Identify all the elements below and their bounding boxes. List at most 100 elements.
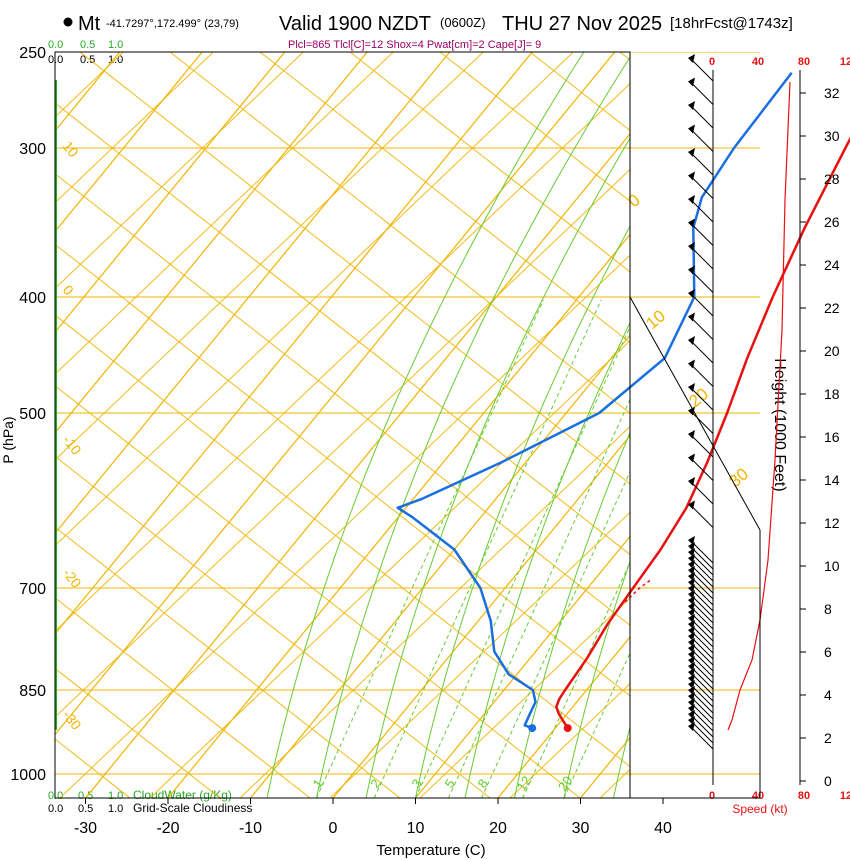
wind-barb-flag-34 — [688, 620, 695, 629]
x-tick-label-10: 10 — [407, 820, 425, 837]
wind-barb-7 — [688, 218, 714, 246]
forecast-info: [18hrFcst@1743z] — [670, 15, 793, 32]
wind-barb-staff-5 — [689, 175, 714, 199]
wind-barb-6 — [688, 195, 714, 223]
moist-adiabat-5 — [514, 431, 630, 798]
wind-barb-3 — [688, 124, 714, 152]
wind-barb-8 — [688, 242, 714, 270]
dry-adiabat-17 — [419, 597, 630, 798]
dry-adiabat-b-20 — [439, 52, 630, 202]
speed-tick-top-80: 80 — [798, 56, 810, 68]
wind-barb-flag-25 — [688, 566, 695, 575]
isotherm-label-right-1: 10 — [642, 306, 669, 333]
dry-adiabat-b-8 — [55, 597, 311, 798]
wind-barb-flag-41 — [688, 662, 695, 671]
cloud-water-scale-bottom-0: 0.0 — [48, 790, 63, 802]
wind-barb-flag-32 — [688, 608, 695, 617]
isotherm-50 — [746, 52, 850, 798]
wind-barb-flag-40 — [688, 656, 695, 665]
height-label-10: 10 — [824, 558, 840, 574]
isotherm--20 — [167, 233, 630, 798]
frame-diagonal — [629, 296, 761, 531]
y-axis-title: P (hPa) — [0, 416, 16, 463]
isotherm-label-left-2: -10 — [60, 432, 85, 458]
wind-barb-flag-11 — [688, 312, 695, 322]
speed-axis-title: Speed (kt) — [732, 802, 787, 816]
mixing-ratio-line-20 — [563, 651, 630, 798]
wind-barb-51 — [688, 722, 714, 750]
wind-barb-flag-13 — [688, 359, 695, 369]
isotherm--90 — [55, 52, 203, 233]
cloudiness-scale-bottom-1: 0.5 — [78, 803, 93, 815]
height-label-18: 18 — [824, 386, 840, 402]
height-label-24: 24 — [824, 257, 840, 273]
isotherm-label-left-1: -20 — [60, 565, 85, 591]
wind-barb-flag-30 — [688, 596, 695, 605]
pressure-label-700: 700 — [19, 581, 46, 598]
x-tick-label-30: 30 — [572, 820, 590, 837]
x-axis-title: Temperature (C) — [376, 842, 485, 859]
valid-time: Valid 1900 NZDT — [279, 13, 431, 35]
wind-barb-flag-3 — [688, 124, 695, 134]
wind-barb-flag-5 — [688, 171, 695, 181]
cloudiness-scale-top-0: 0.0 — [48, 54, 63, 66]
wind-barb-flag-19 — [688, 500, 695, 510]
isotherm--50 — [55, 52, 533, 635]
moist-adiabat-6 — [563, 560, 630, 798]
pressure-label-250: 250 — [19, 45, 46, 62]
cloudiness-scale-bottom-0: 0.0 — [48, 803, 63, 815]
pressure-label-300: 300 — [19, 141, 46, 158]
wind-barb-flag-9 — [688, 265, 695, 275]
wind-barb-flag-27 — [688, 578, 695, 587]
speed-tick-top-40: 40 — [752, 56, 764, 68]
speed-tick-bottom-80: 80 — [798, 790, 810, 802]
wind-barb-flag-35 — [688, 626, 695, 635]
speed-tick-top-0: 0 — [709, 56, 715, 68]
dry-adiabat-14 — [149, 340, 630, 798]
wind-barb-17 — [688, 453, 714, 481]
mixing-ratio-label-12: 12 — [514, 773, 535, 793]
wind-barb-staff-12 — [689, 339, 714, 364]
height-label-12: 12 — [824, 515, 840, 531]
wind-barb-flag-18 — [688, 477, 695, 486]
speed-tick-bottom-0: 0 — [709, 790, 715, 802]
isotherm-20 — [497, 636, 630, 798]
isotherm-10 — [415, 535, 630, 798]
pressure-label-850: 850 — [19, 683, 46, 700]
surface-dewpoint-marker — [528, 724, 537, 733]
wind-barb-2 — [688, 101, 714, 129]
wind-barb-flag-16 — [688, 430, 695, 439]
height-label-32: 32 — [824, 85, 840, 101]
wind-barb-flag-50 — [688, 716, 695, 725]
x-tick-label-40: 40 — [654, 820, 672, 837]
wind-barb-flag-43 — [688, 674, 695, 683]
date-label: THU 27 Nov 2025 — [502, 13, 662, 35]
parcel-trace — [623, 579, 651, 604]
wind-barb-staff-14 — [689, 386, 714, 411]
isotherm--70 — [55, 52, 368, 434]
isotherm-label-left-0: -30 — [60, 707, 85, 733]
surface-temperature-marker — [563, 724, 572, 733]
dry-adiabat-b-15 — [55, 102, 630, 556]
height-label-2: 2 — [824, 730, 832, 746]
dry-adiabat-21 — [780, 52, 850, 798]
height-label-14: 14 — [824, 472, 840, 488]
wind-barb-flag-28 — [688, 584, 695, 593]
wind-barb-flag-6 — [688, 195, 695, 204]
dry-adiabat-b-16 — [79, 52, 630, 485]
wind-barb-staff-8 — [689, 245, 714, 270]
wind-barb-staff-9 — [689, 269, 714, 293]
wind-barb-16 — [688, 430, 714, 458]
dry-adiabat-18 — [509, 683, 630, 798]
cloud-water-scale-bottom-2: 1.0 — [108, 790, 123, 802]
moist-adiabat-2 — [365, 137, 630, 798]
mixing-ratio-label-5: 5 — [441, 776, 457, 791]
wind-barb-5 — [688, 171, 714, 199]
wind-barb-1 — [688, 77, 714, 105]
wind-barb-flag-45 — [688, 686, 695, 695]
isotherm--40 — [55, 52, 616, 736]
mixing-ratio-line-3 — [415, 325, 630, 798]
pressure-label-400: 400 — [19, 290, 46, 307]
